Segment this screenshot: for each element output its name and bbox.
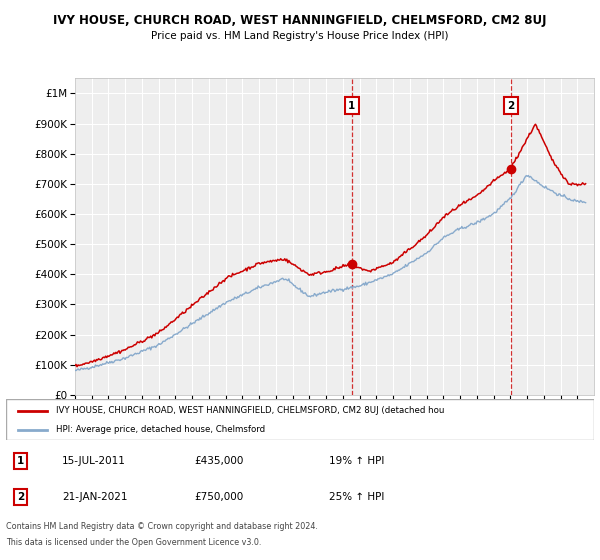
Text: Price paid vs. HM Land Registry's House Price Index (HPI): Price paid vs. HM Land Registry's House …: [151, 31, 449, 41]
Text: 1: 1: [17, 456, 25, 466]
Text: IVY HOUSE, CHURCH ROAD, WEST HANNINGFIELD, CHELMSFORD, CM2 8UJ: IVY HOUSE, CHURCH ROAD, WEST HANNINGFIEL…: [53, 14, 547, 27]
Text: 2: 2: [508, 101, 515, 110]
FancyBboxPatch shape: [6, 399, 594, 440]
Text: 15-JUL-2011: 15-JUL-2011: [62, 456, 126, 466]
Text: HPI: Average price, detached house, Chelmsford: HPI: Average price, detached house, Chel…: [56, 425, 265, 434]
Text: 21-JAN-2021: 21-JAN-2021: [62, 492, 127, 502]
Text: £750,000: £750,000: [194, 492, 244, 502]
Text: 1: 1: [348, 101, 355, 110]
Text: 19% ↑ HPI: 19% ↑ HPI: [329, 456, 385, 466]
Text: £435,000: £435,000: [194, 456, 244, 466]
Text: 25% ↑ HPI: 25% ↑ HPI: [329, 492, 385, 502]
Text: IVY HOUSE, CHURCH ROAD, WEST HANNINGFIELD, CHELMSFORD, CM2 8UJ (detached hou: IVY HOUSE, CHURCH ROAD, WEST HANNINGFIEL…: [56, 406, 445, 415]
Text: 2: 2: [17, 492, 25, 502]
Text: Contains HM Land Registry data © Crown copyright and database right 2024.: Contains HM Land Registry data © Crown c…: [6, 522, 318, 531]
Text: This data is licensed under the Open Government Licence v3.0.: This data is licensed under the Open Gov…: [6, 538, 262, 547]
